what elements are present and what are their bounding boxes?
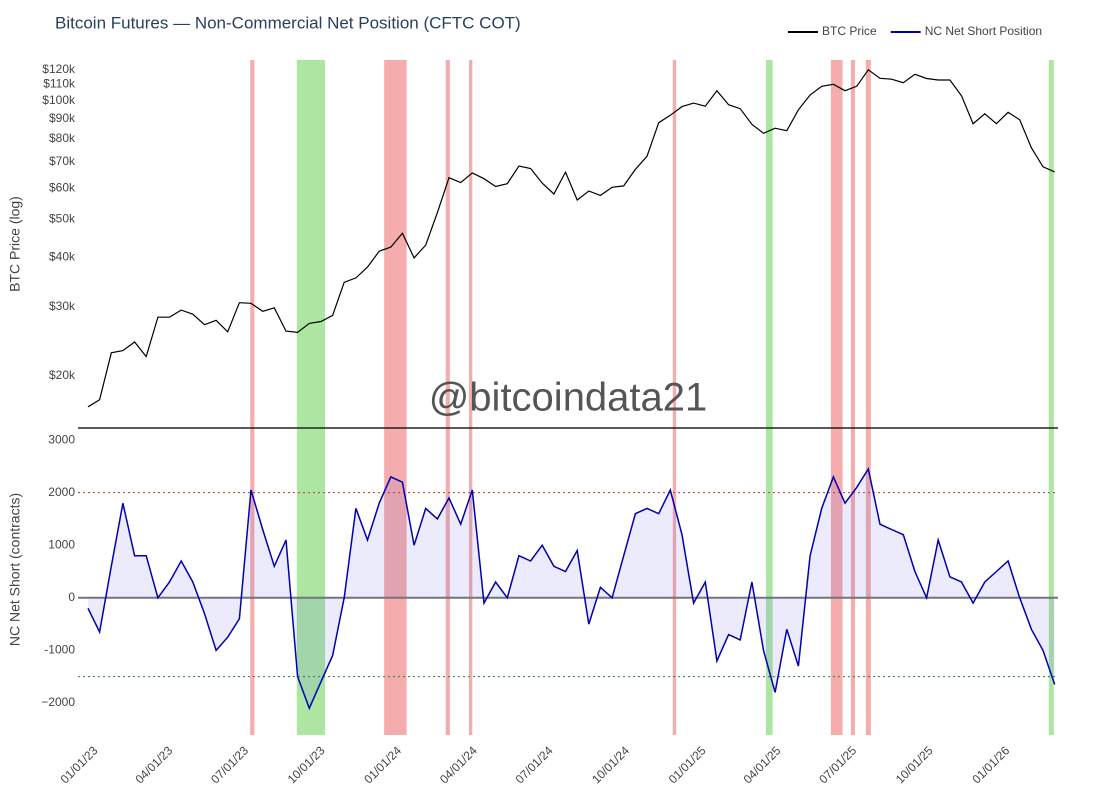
y-tick-label: $90k bbox=[49, 111, 76, 125]
x-tick-label: 01/01/25 bbox=[666, 743, 709, 786]
line bbox=[87, 68, 1055, 408]
x-tick-label: 04/01/23 bbox=[132, 743, 175, 786]
highlight-band bbox=[830, 60, 843, 735]
chart-title: Bitcoin Futures — Non-Commercial Net Pos… bbox=[55, 13, 521, 32]
x-tick-label: 10/01/23 bbox=[285, 743, 328, 786]
highlight-band bbox=[865, 60, 871, 735]
highlight-band bbox=[384, 60, 407, 735]
x-tick-label: 01/01/26 bbox=[969, 743, 1012, 786]
legend-label: NC Net Short Position bbox=[925, 24, 1042, 38]
y-tick-label: 2000 bbox=[48, 485, 75, 499]
highlight-band bbox=[1048, 60, 1054, 735]
y-tick-label: −2000 bbox=[41, 695, 75, 709]
x-tick-label: 04/01/24 bbox=[437, 743, 480, 786]
y-tick-label: -1000 bbox=[44, 643, 75, 657]
x-tick-label: 04/01/25 bbox=[741, 743, 784, 786]
highlight-band bbox=[469, 60, 473, 735]
y-tick-label: $70k bbox=[49, 154, 76, 168]
x-tick-label: 07/01/25 bbox=[816, 743, 859, 786]
y-tick-label: 0 bbox=[68, 590, 75, 604]
line bbox=[87, 467, 1056, 711]
y-tick-label: $20k bbox=[49, 368, 76, 382]
legend-label: BTC Price bbox=[822, 24, 877, 38]
highlight-band bbox=[250, 60, 255, 735]
watermark: @bitcoindata21 bbox=[429, 376, 708, 420]
x-tick-label: 01/01/24 bbox=[361, 743, 404, 786]
x-tick-label: 07/01/24 bbox=[513, 743, 556, 786]
highlight-band bbox=[850, 60, 856, 735]
y-tick-label: $120k bbox=[42, 62, 76, 76]
x-tick-label: 10/01/25 bbox=[893, 743, 936, 786]
y-tick-label: $80k bbox=[49, 131, 76, 145]
highlight-band bbox=[672, 60, 677, 735]
y-tick-label: $100k bbox=[42, 93, 76, 107]
y-tick-label: $40k bbox=[49, 250, 76, 264]
y-tick-label: $110k bbox=[43, 77, 76, 91]
y-axis-title: NC Net Short (contracts) bbox=[7, 493, 23, 646]
y-axis-title: BTC Price (log) bbox=[7, 196, 23, 292]
x-tick-label: 10/01/24 bbox=[589, 743, 632, 786]
y-tick-label: $50k bbox=[49, 212, 76, 226]
area bbox=[87, 469, 1055, 709]
y-tick-label: 1000 bbox=[48, 537, 75, 551]
y-tick-label: $60k bbox=[49, 180, 76, 194]
highlight-band bbox=[445, 60, 450, 735]
x-tick-label: 07/01/23 bbox=[208, 743, 251, 786]
highlight-band bbox=[296, 60, 326, 735]
y-tick-label: 3000 bbox=[48, 432, 75, 446]
y-tick-label: $30k bbox=[49, 299, 76, 313]
highlight-band bbox=[765, 60, 773, 735]
x-tick-label: 01/01/23 bbox=[58, 743, 101, 786]
